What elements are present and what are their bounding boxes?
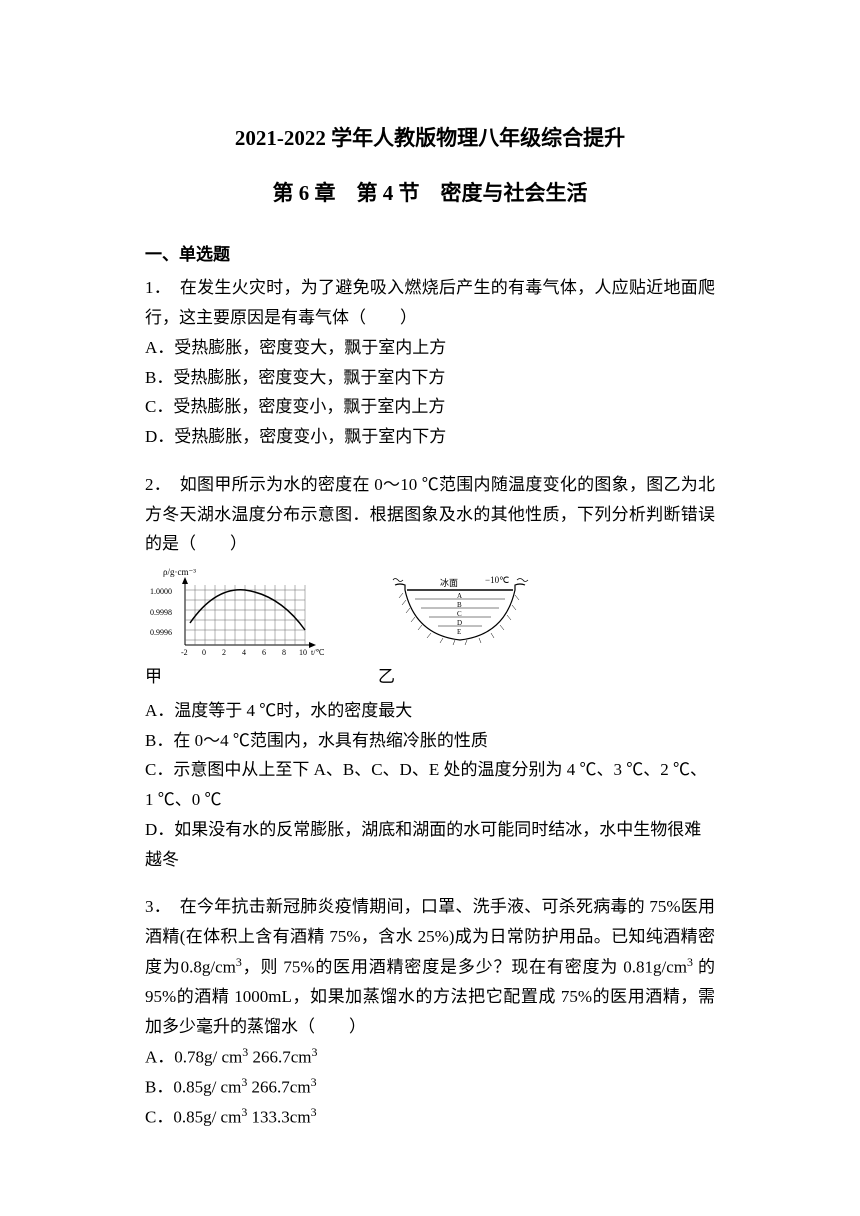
- density-chart: ρ/g·cm⁻³: [145, 565, 325, 660]
- svg-text:A: A: [457, 592, 462, 600]
- lake-container: 冰面 −10℃ A B C D E: [385, 565, 535, 660]
- q2-option-a: A．温度等于 4 ℃时，水的密度最大: [145, 696, 715, 726]
- question-2: 2． 如图甲所示为水的密度在 0～10 ℃范围内随温度变化的图象，图乙为北方冬天…: [145, 470, 715, 875]
- question-3: 3． 在今年抗击新冠肺炎疫情期间，口罩、洗手液、可杀死病毒的 75%医用酒精(在…: [145, 892, 715, 1133]
- svg-text:E: E: [457, 628, 461, 636]
- svg-text:0.9996: 0.9996: [150, 628, 172, 637]
- q1-text: 1． 在发生火灾时，为了避免吸入燃烧后产生的有毒气体，人应贴近地面爬行，这主要原…: [145, 273, 715, 333]
- svg-text:B: B: [457, 601, 462, 609]
- q3-option-c: C．0.85g/ cm3 133.3cm3: [145, 1102, 715, 1132]
- svg-text:t/℃: t/℃: [311, 648, 324, 657]
- page-title-sub: 第 6 章 第 4 节 密度与社会生活: [145, 175, 715, 212]
- temp-label: −10℃: [485, 575, 509, 585]
- q1-option-b: B．受热膨胀，密度变大，飘于室内下方: [145, 363, 715, 393]
- figure-label-yi: 乙: [378, 662, 395, 692]
- question-1: 1． 在发生火灾时，为了避免吸入燃烧后产生的有毒气体，人应贴近地面爬行，这主要原…: [145, 273, 715, 452]
- q3-text: 3． 在今年抗击新冠肺炎疫情期间，口罩、洗手液、可杀死病毒的 75%医用酒精(在…: [145, 892, 715, 1041]
- q1-option-d: D．受热膨胀，密度变小，飘于室内下方: [145, 422, 715, 452]
- q2-text: 2． 如图甲所示为水的密度在 0～10 ℃范围内随温度变化的图象，图乙为北方冬天…: [145, 470, 715, 559]
- svg-text:6: 6: [262, 648, 266, 657]
- svg-text:0.9998: 0.9998: [150, 608, 172, 617]
- q3-option-b: B．0.85g/ cm3 266.7cm3: [145, 1072, 715, 1102]
- svg-text:C: C: [457, 610, 462, 618]
- q2-option-c: C．示意图中从上至下 A、B、C、D、E 处的温度分别为 4 ℃、3 ℃、2 ℃…: [145, 755, 715, 815]
- svg-text:D: D: [457, 619, 462, 627]
- q3-option-a: A．0.78g/ cm3 266.7cm3: [145, 1042, 715, 1072]
- figure-label-jia: 甲: [145, 662, 162, 692]
- page-title-main: 2021-2022 学年人教版物理八年级综合提升: [145, 120, 715, 157]
- lake-diagram: 冰面 −10℃ A B C D E: [385, 565, 535, 660]
- ice-label: 冰面: [440, 577, 458, 588]
- q1-option-c: C．受热膨胀，密度变小，飘于室内上方: [145, 392, 715, 422]
- y-axis-label: ρ/g·cm⁻³: [163, 567, 196, 577]
- svg-text:10: 10: [299, 648, 307, 657]
- svg-text:1.0000: 1.0000: [150, 587, 172, 596]
- svg-text:8: 8: [282, 648, 286, 657]
- q2-option-d: D．如果没有水的反常膨胀，湖底和湖面的水可能同时结冰，水中生物很难越冬: [145, 815, 715, 875]
- svg-text:2: 2: [222, 648, 226, 657]
- svg-text:0: 0: [202, 648, 206, 657]
- chart-container: ρ/g·cm⁻³: [145, 565, 325, 660]
- svg-text:4: 4: [242, 648, 246, 657]
- q1-option-a: A．受热膨胀，密度变大，飘于室内上方: [145, 333, 715, 363]
- figure-row: ρ/g·cm⁻³: [145, 565, 715, 660]
- q2-option-b: B．在 0～4 ℃范围内，水具有热缩冷胀的性质: [145, 726, 715, 756]
- svg-text:-2: -2: [181, 648, 188, 657]
- section-heading: 一、单选题: [145, 240, 715, 270]
